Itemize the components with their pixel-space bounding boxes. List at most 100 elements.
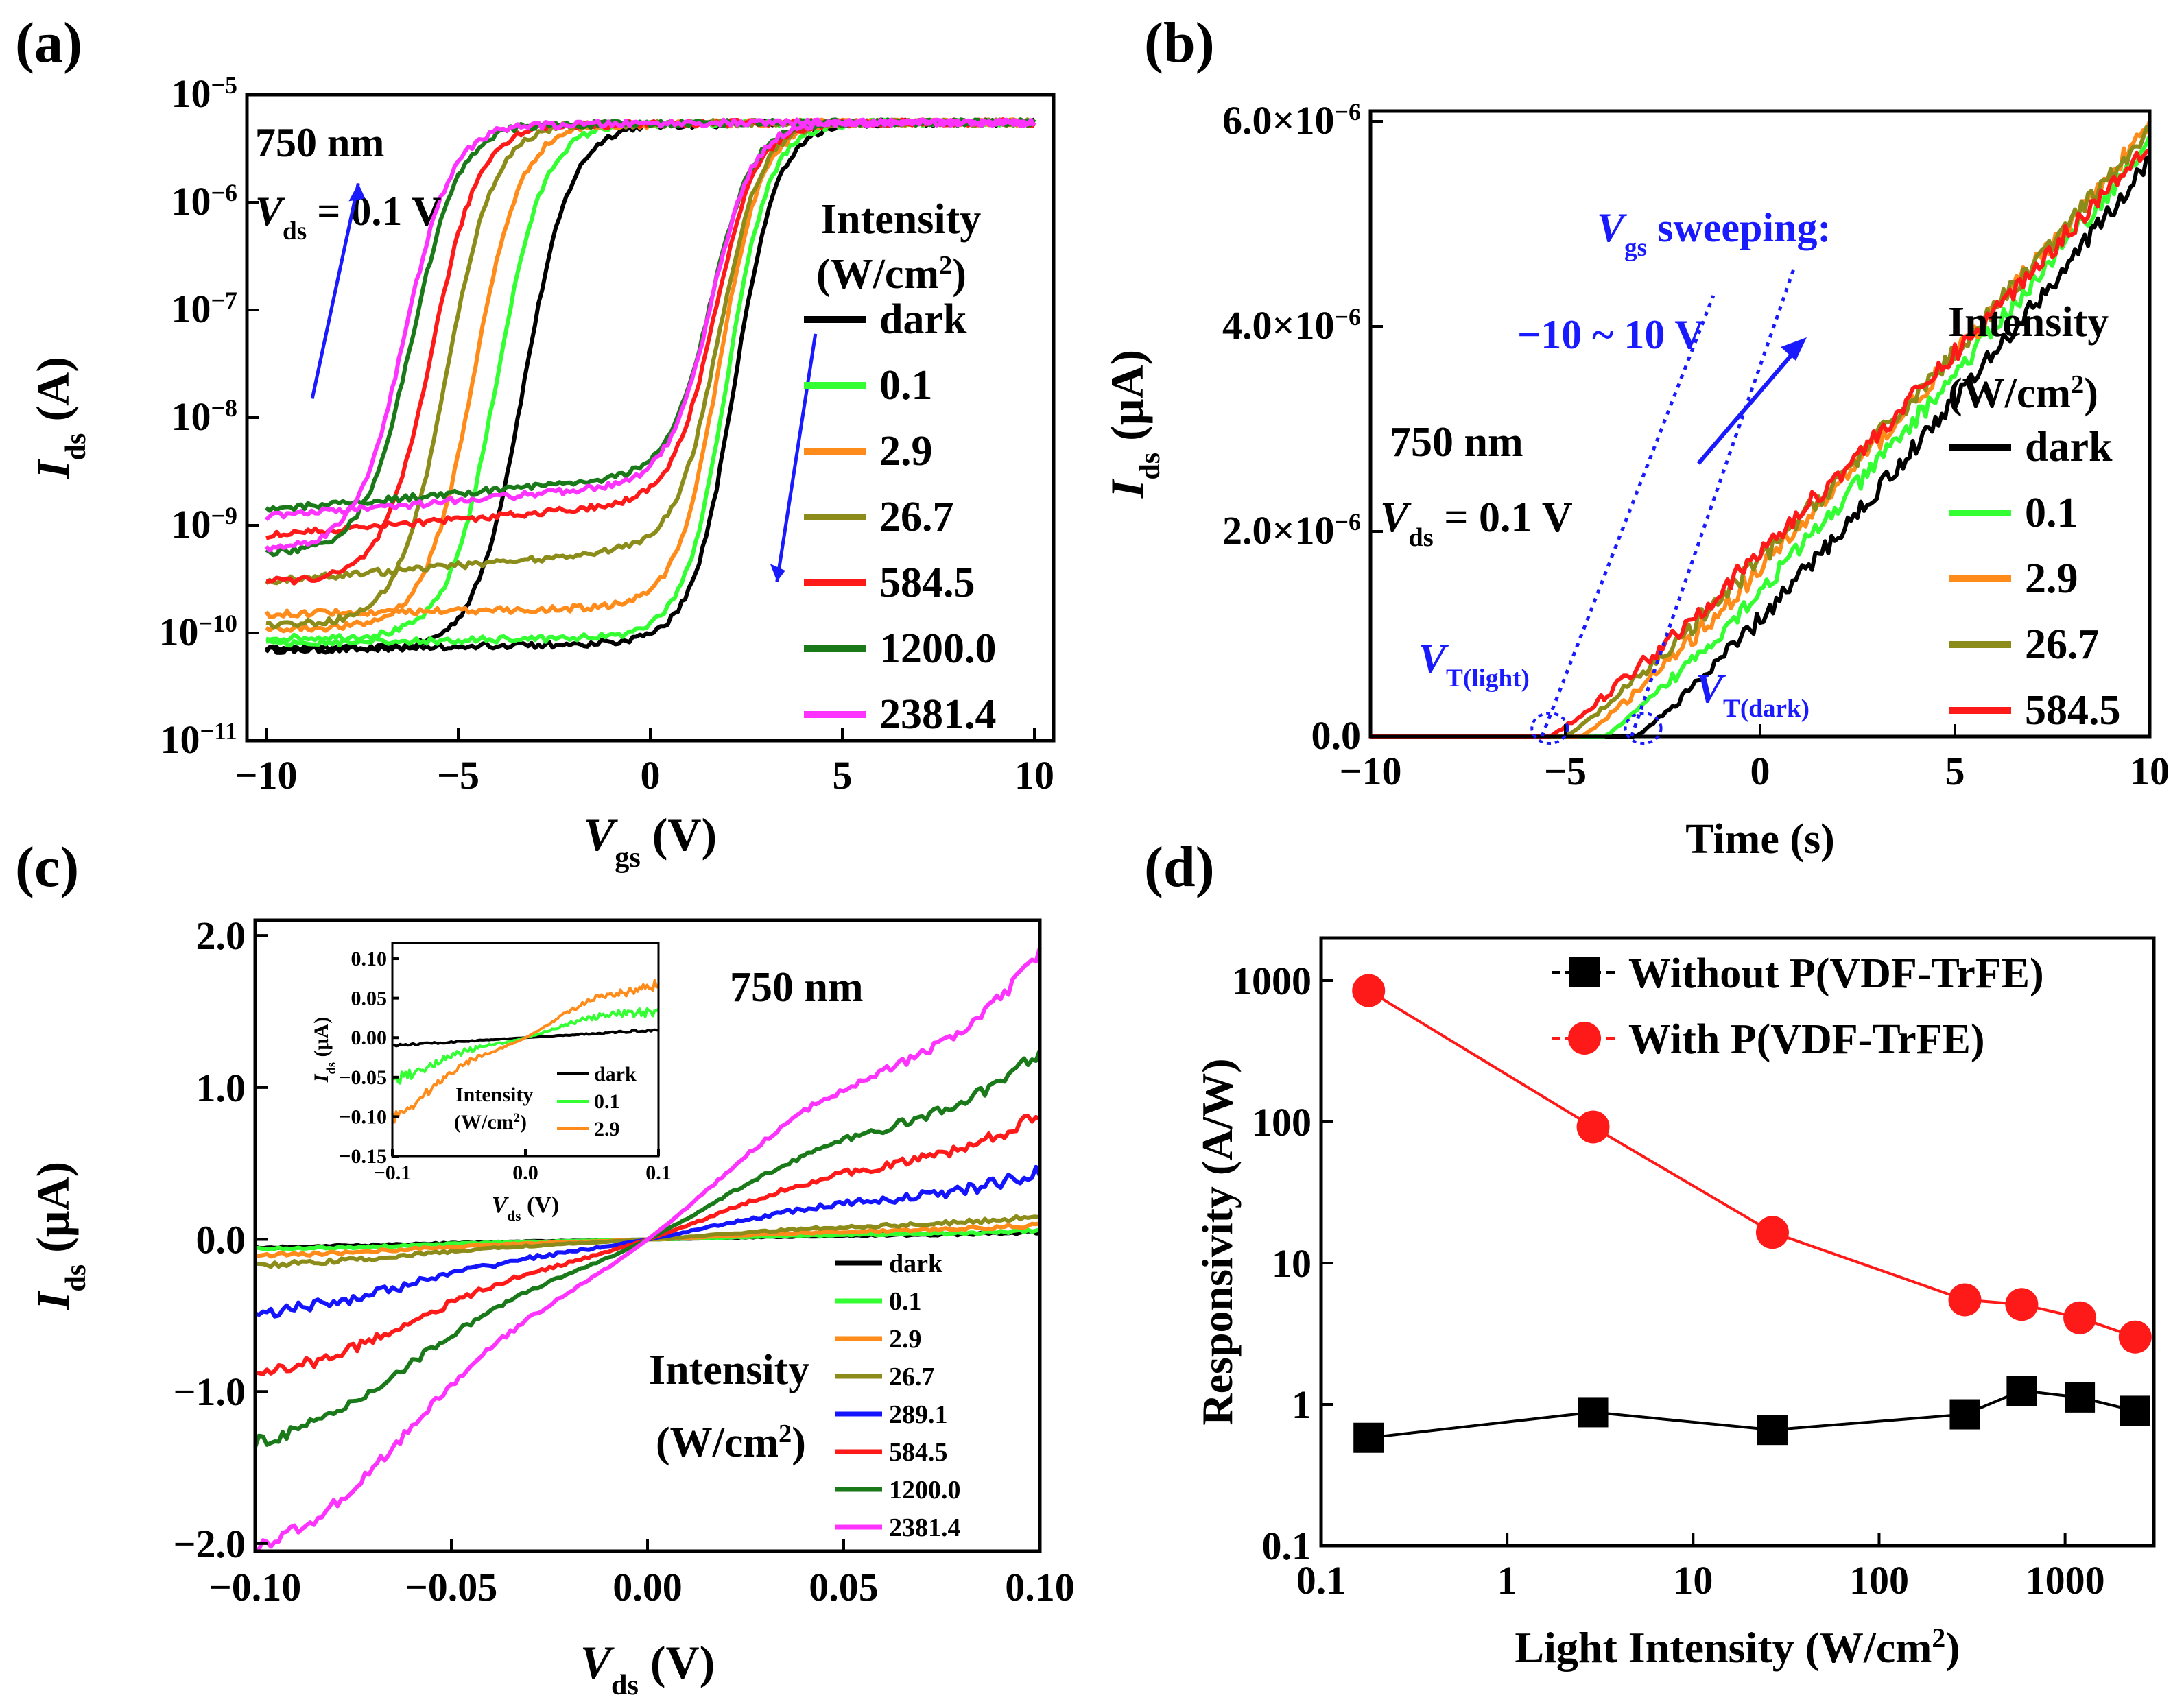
y-tick-label-b: 0.0 [1311,713,1362,758]
legend-label-c-1200.0: 1200.0 [889,1476,961,1505]
inset-y-tick-label-c: 0.00 [351,1027,388,1049]
y-tick-label-a-part: −10 [199,610,237,637]
x-tick-label-a: −5 [437,753,479,798]
legend-title-c: Intensity [649,1347,809,1393]
y-tick-label-a-part: −7 [211,287,237,314]
inset-bg-c [392,943,658,1156]
x-axis-label-a-part: V [584,808,618,861]
inset-legend-title-c: Intensity [455,1083,533,1106]
y-tick-label-a: 10−9 [171,502,237,547]
legend-marker-d-0 [1569,957,1600,987]
x-tick-label-d: 1000 [2026,1558,2105,1603]
inset-x-tick-label-c: −0.1 [374,1162,412,1184]
inset-x-axis-label-c-part: (V) [521,1192,559,1218]
y-tick-label-b-part: −6 [1335,303,1361,331]
y-axis-label-c: Ids (μA) [27,1162,92,1310]
inset-curve-c-2.9 [391,979,660,1124]
x-axis-label-d: Light Intensity (W/cm2) [1515,1623,1960,1672]
x-tick-label-a: 5 [833,753,853,798]
y-tick-label-b-part: 0.0 [1311,713,1362,758]
x-axis-label-c-part: ds [611,1669,639,1701]
panel-a: −10 −5 0 5 1010−1110−1010−910−810−710−610−5V… [27,71,1056,874]
y-tick-label-b-part: 4.0×10 [1222,303,1335,348]
legend-label-b-dark: dark [2025,424,2113,470]
annotation-sweep-b-part: gs [1624,234,1647,262]
y-tick-label-a-part: 10 [161,717,200,762]
x-tick-label-b: 10 [2130,749,2170,793]
panel-b: −10 −5 0 5 100.02.0×10−64.0×10−66.0×10−6Time… [1101,98,2170,863]
legend-label-b-2.9: 2.9 [2025,555,2078,602]
x-axis-label-a: Vgs (V) [584,808,717,874]
y-tick-label-b: 6.0×10−6 [1222,98,1361,143]
y-tick-label-a-part: 10 [171,502,211,547]
legend-title-unit-b: (W/cm2) [1948,370,2098,417]
legend-label-c-2381.4: 2381.4 [889,1513,961,1542]
y-tick-label-a-part: 10 [171,287,211,331]
y-axis-label-c-part: (μA) [27,1162,79,1264]
annotation-vds-b: Vds = 0.1 V [1380,494,1573,552]
legend-label-c-584.5: 584.5 [889,1438,948,1467]
marker-d-with-6 [2118,1320,2152,1354]
curve-a-2381.4-backward [264,117,1035,522]
arrowhead-backward-a [770,564,785,582]
annotation-vt-dark-b-part: V [1696,666,1726,711]
y-tick-label-c: 1.0 [196,1066,246,1110]
legend-label-d-0: Without P(VDF-TrFE) [1628,950,2044,997]
x-tick-label-b: −5 [1544,749,1587,793]
y-tick-label-a-part: −9 [211,502,237,529]
y-tick-label-d: 0.1 [1262,1524,1312,1568]
y-axis-label-b-part: ds [1134,453,1166,480]
marker-d-without-3 [1949,1399,1980,1430]
annotation-vds-b-part: = 0.1 V [1434,494,1573,541]
legend-title-unit-a-part: (W/cm [816,251,939,298]
x-axis-label-a-part: gs [615,841,640,874]
circle-vt-dark-b [1624,712,1663,745]
annotation-sweep-range-b: −10 ~ 10 V [1517,312,1705,357]
legend-title-unit-c-part: 2 [779,1419,792,1448]
y-tick-label-a: 10−6 [171,179,237,224]
inset-y-axis-label-c-part: ds [324,1062,339,1075]
y-tick-label-b-part: 6.0×10 [1222,98,1335,143]
y-tick-label-a-part: 10 [171,71,211,116]
x-tick-label-b: 0 [1750,749,1770,793]
inset-y-axis-label-c: Ids (μA) [310,1017,339,1083]
legend-title-unit-b-part: (W/cm [1948,370,2071,417]
panel-d: 0.1 1 10 100 1000 0.1 1 10 100 1000 Light Intensit… [1193,936,2156,1672]
arrow-backward-a [775,333,818,582]
annotation-wavelength-a: 750 nm [255,120,384,165]
inset-x-axis-label-c-part: ds [508,1208,521,1224]
marker-d-without-0 [1353,1422,1384,1453]
legend-label-b-26.7: 26.7 [2025,621,2100,668]
x-tick-label-d: 0.1 [1296,1558,1346,1603]
x-axis-label-b: Time (s) [1685,816,1835,863]
x-axis-label-d-part: Light Intensity (W/cm [1515,1623,1932,1672]
legend-title-unit-b-part: ) [2084,370,2098,417]
y-tick-label-a: 10−7 [171,287,237,331]
panel-c: −0.10 −0.05 0.00 0.05 0.10 −2.0 −1.0 0.0 1.0 2.0 V… [27,913,1075,1701]
inset-y-tick-label-c: 0.05 [351,987,388,1010]
y-axis-label-a: Ids (A) [27,357,92,479]
inset-legend-title-unit-c-part: ) [520,1111,527,1134]
legend-label-a-26.7: 26.7 [879,494,954,540]
x-tick-label-c: −0.10 [209,1565,302,1609]
y-tick-label-a: 10−10 [159,610,237,654]
panel-label-a: (a) [15,11,82,75]
legend-title-a: Intensity [820,196,981,243]
y-tick-label-a-part: −5 [211,71,237,99]
y-tick-label-a-part: −6 [211,179,237,206]
x-tick-label-a: −10 [235,753,297,798]
x-axis-label-c-part: V [580,1636,615,1688]
marker-d-with-5 [2063,1301,2097,1334]
annotation-sweep-b: Vgs sweeping: [1597,205,1831,262]
x-tick-label-c: −0.05 [405,1565,498,1609]
x-tick-label-c: 0.05 [809,1565,879,1609]
y-tick-label-c: 0.0 [196,1218,246,1262]
circle-vt-light-b [1530,712,1569,745]
annotation-wavelength-c: 750 nm [730,964,864,1011]
y-tick-label-d: 10 [1272,1241,1311,1286]
legend-label-a-2381.4: 2381.4 [879,691,997,738]
annotation-vt-dark-b: VT(dark) [1696,666,1809,723]
annotation-vt-light-b: VT(light) [1419,636,1530,693]
y-axis-label-c-part: ds [60,1264,92,1292]
